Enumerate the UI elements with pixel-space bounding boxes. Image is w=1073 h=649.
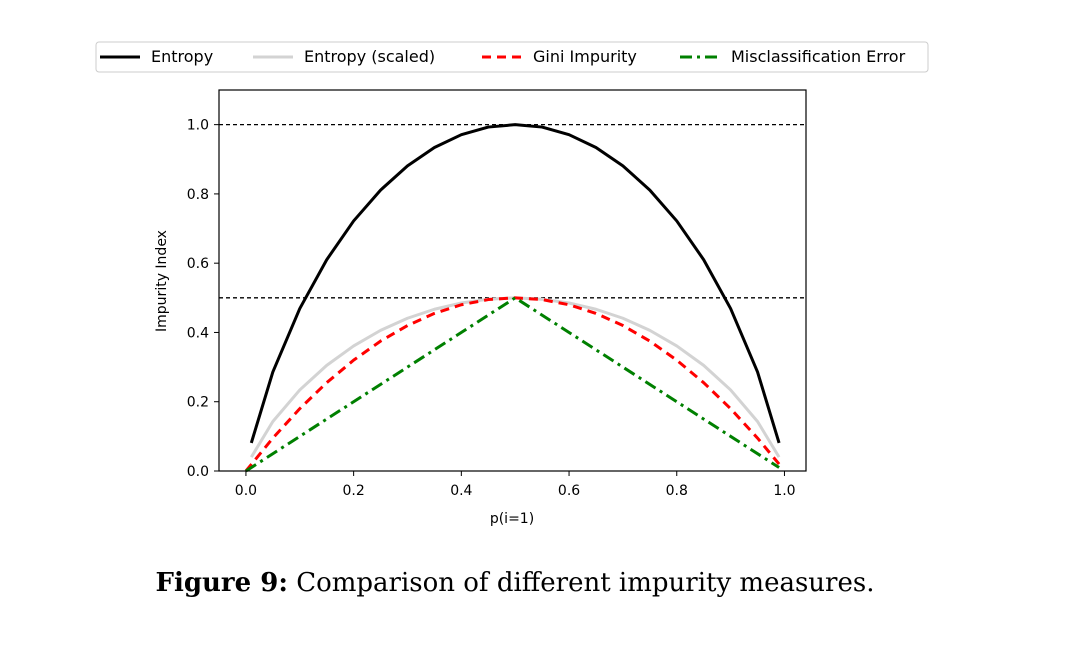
series-line-3: [245, 296, 780, 473]
x-tick-label-0: 0.0: [235, 483, 257, 499]
impurity-chart: Entropy Entropy (scaled) Gini Impurity Misc…: [95, 41, 929, 527]
x-tick-label-3: 0.6: [558, 483, 580, 499]
x-tick-label-4: 0.8: [666, 483, 688, 499]
x-axis-label: p(i=1): [490, 511, 534, 527]
series-line-1: [250, 296, 781, 458]
plot-area: 0.0 0.2 0.4 0.6 0.8 1.0 0.0 0.2 0.4 0.6 0.8 1.0: [187, 89, 807, 499]
y-tick-label-0: 0.0: [187, 464, 209, 480]
legend-label-1: Entropy (scaled): [304, 47, 435, 66]
figure-caption: Figure 9: Comparison of different impuri…: [0, 568, 1030, 598]
figure-caption-text: Comparison of different impurity measure…: [296, 568, 875, 598]
legend: Entropy Entropy (scaled) Gini Impurity Misc…: [95, 41, 929, 73]
legend-label-0: Entropy: [151, 47, 213, 66]
y-tick-label-3: 0.6: [187, 256, 209, 272]
legend-label-2: Gini Impurity: [533, 47, 637, 66]
y-tick-label-2: 0.4: [187, 325, 209, 341]
legend-label-3: Misclassification Error: [731, 47, 906, 66]
series-line-0: [249, 123, 781, 444]
y-axis-label: Impurity Index: [154, 230, 170, 332]
plot-frame: [218, 89, 807, 472]
figure-caption-label: Figure 9:: [155, 568, 288, 598]
x-tick-label-2: 0.4: [450, 483, 472, 499]
x-tick-label-1: 0.2: [343, 483, 365, 499]
y-tick-label-1: 0.2: [187, 395, 209, 411]
y-tick-label-4: 0.8: [187, 187, 209, 203]
series-line-2: [244, 296, 781, 472]
y-tick-label-5: 1.0: [187, 118, 209, 134]
x-tick-label-5: 1.0: [773, 483, 795, 499]
